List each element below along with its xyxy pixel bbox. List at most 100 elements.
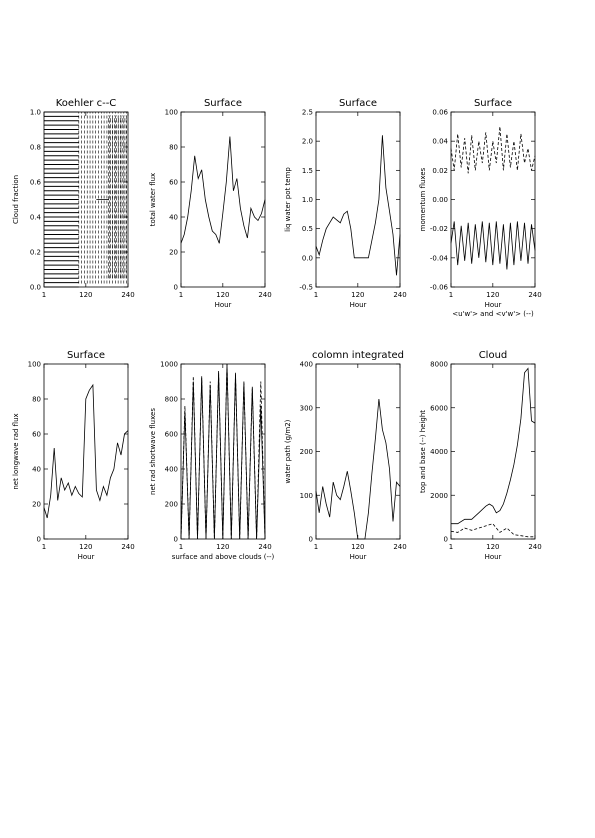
y-tick-label: 300 bbox=[300, 404, 313, 412]
y-tick-label: 2.5 bbox=[302, 109, 313, 117]
y-tick-label: 20 bbox=[169, 249, 178, 257]
chart-panel-6: 0 200 400 600 800 1000 1 120 240 surface and abov… bbox=[149, 361, 275, 562]
plot-frame bbox=[180, 111, 266, 288]
chart-panel-1: Koehler c--C 0.0 0.2 0.4 0.6 0.8 1.0 1 120 240 Clo… bbox=[12, 98, 135, 299]
y-tick-label: 60 bbox=[169, 179, 178, 187]
chart-title: Surface bbox=[204, 98, 242, 109]
series-line bbox=[315, 135, 401, 276]
x-tick-label: 1 bbox=[179, 291, 183, 299]
y-axis-label: total water flux bbox=[149, 173, 157, 226]
y-tick-label: 0.4 bbox=[30, 214, 42, 222]
x-axis-label: Hour bbox=[485, 553, 502, 561]
x-tick-label: 1 bbox=[42, 543, 46, 551]
x-tick-label: 120 bbox=[79, 543, 92, 551]
y-tick-label: 1000 bbox=[160, 361, 178, 369]
chart-title: Surface bbox=[67, 350, 105, 361]
y-tick-label: 100 bbox=[165, 109, 178, 117]
y-axis-label: momentum fluxes bbox=[419, 167, 427, 231]
chart-panel-5: Surface 0 20 40 60 80 100 1 120 240 Hour net longwa… bbox=[12, 350, 135, 561]
x-tick-label: 240 bbox=[258, 543, 271, 551]
y-tick-label: 0 bbox=[174, 536, 178, 544]
series-line bbox=[44, 111, 127, 288]
x-tick-label: 240 bbox=[393, 543, 406, 551]
x-tick-label: 120 bbox=[351, 543, 364, 551]
chart-panel-2: Surface 0 20 40 60 80 100 1 120 240 Hour total wate… bbox=[149, 98, 272, 309]
y-tick-label: 0 bbox=[174, 284, 178, 292]
x-axis-label: Hour bbox=[350, 301, 367, 309]
y-tick-label: 0 bbox=[444, 536, 448, 544]
series-line bbox=[450, 221, 536, 270]
y-tick-label: 20 bbox=[32, 501, 41, 509]
x-axis-label: Hour bbox=[78, 553, 95, 561]
y-tick-label: 0 bbox=[37, 536, 41, 544]
y-tick-label: 0.02 bbox=[432, 167, 448, 175]
chart-panel-3: Surface -0.5 0.0 0.5 1.0 1.5 2.0 2.5 1 120 240 Hour… bbox=[284, 98, 407, 309]
y-tick-label: 0.6 bbox=[30, 179, 42, 187]
x-tick-label: 120 bbox=[79, 291, 92, 299]
x-tick-label: 1 bbox=[179, 543, 183, 551]
y-tick-label: 0.06 bbox=[432, 109, 448, 117]
y-tick-label: 200 bbox=[300, 448, 313, 456]
y-tick-label: -0.06 bbox=[430, 284, 449, 292]
y-tick-label: 1.0 bbox=[302, 196, 313, 204]
x-tick-label: 120 bbox=[216, 291, 229, 299]
x-axis-label: Hour bbox=[485, 301, 502, 309]
chart-title: Cloud bbox=[479, 350, 508, 361]
x-tick-label: 240 bbox=[393, 291, 406, 299]
series-line bbox=[180, 136, 266, 244]
x-tick-label: 120 bbox=[486, 291, 499, 299]
y-axis-label: liq water pot temp bbox=[284, 167, 292, 232]
series-line bbox=[315, 398, 401, 540]
y-tick-label: 0.04 bbox=[432, 138, 448, 146]
y-tick-label: 100 bbox=[28, 361, 41, 369]
y-tick-label: 0.2 bbox=[30, 249, 41, 257]
plot-frame bbox=[43, 363, 129, 540]
x-tick-label: 120 bbox=[486, 543, 499, 551]
series-line bbox=[451, 367, 536, 525]
x-tick-label: 240 bbox=[121, 543, 134, 551]
y-tick-label: 600 bbox=[165, 431, 178, 439]
x-tick-label: 1 bbox=[314, 291, 318, 299]
y-tick-label: 400 bbox=[165, 466, 178, 474]
x-tick-label: 120 bbox=[351, 291, 364, 299]
y-tick-label: 100 bbox=[300, 492, 313, 500]
y-tick-label: 200 bbox=[165, 501, 178, 509]
y-tick-label: 1.0 bbox=[30, 109, 41, 117]
chart-panel-8: Cloud 0 2000 4000 6000 8000 1 120 240 Hour top and… bbox=[419, 350, 542, 561]
x-tick-label: 240 bbox=[258, 291, 271, 299]
y-tick-label: 0.5 bbox=[302, 225, 313, 233]
y-tick-label: 0.0 bbox=[30, 284, 41, 292]
y-tick-label: -0.04 bbox=[430, 254, 449, 262]
axis-caption: <u'w'> and <v'w'> (--) bbox=[452, 310, 534, 318]
y-tick-label: 0.00 bbox=[432, 196, 448, 204]
chart-title: Surface bbox=[339, 98, 377, 109]
series-line-dashed bbox=[450, 126, 536, 174]
x-tick-label: 1 bbox=[42, 291, 46, 299]
y-tick-label: 4000 bbox=[430, 448, 448, 456]
x-axis-label: Hour bbox=[215, 301, 232, 309]
y-tick-label: -0.5 bbox=[299, 284, 313, 292]
y-tick-label: 80 bbox=[169, 144, 178, 152]
chart-title: Koehler c--C bbox=[56, 98, 117, 109]
series-line-dashed bbox=[450, 523, 535, 538]
chart-panel-7: colomn integrated 0 100 200 300 400 1 120 240 Hou… bbox=[284, 350, 407, 561]
y-tick-label: 60 bbox=[32, 431, 41, 439]
y-tick-label: 80 bbox=[32, 396, 41, 404]
y-tick-label: 800 bbox=[165, 396, 178, 404]
y-axis-label: top and base (--) height bbox=[419, 410, 427, 493]
y-tick-label: 0.0 bbox=[302, 254, 313, 262]
x-tick-label: 1 bbox=[449, 291, 453, 299]
y-tick-label: 40 bbox=[32, 466, 41, 474]
axis-caption: surface and above clouds (--) bbox=[172, 553, 275, 561]
series-line-dashed bbox=[180, 363, 266, 540]
y-axis-label: net rad shortwave fluxes bbox=[149, 408, 157, 495]
x-axis-label: Hour bbox=[350, 553, 367, 561]
x-tick-label: 1 bbox=[449, 543, 453, 551]
x-tick-label: 240 bbox=[121, 291, 134, 299]
plot-frame bbox=[450, 363, 536, 540]
y-tick-label: 1.5 bbox=[302, 167, 313, 175]
y-tick-label: 8000 bbox=[430, 361, 448, 369]
chart-title: colomn integrated bbox=[312, 350, 404, 361]
y-tick-label: 2.0 bbox=[302, 138, 313, 146]
